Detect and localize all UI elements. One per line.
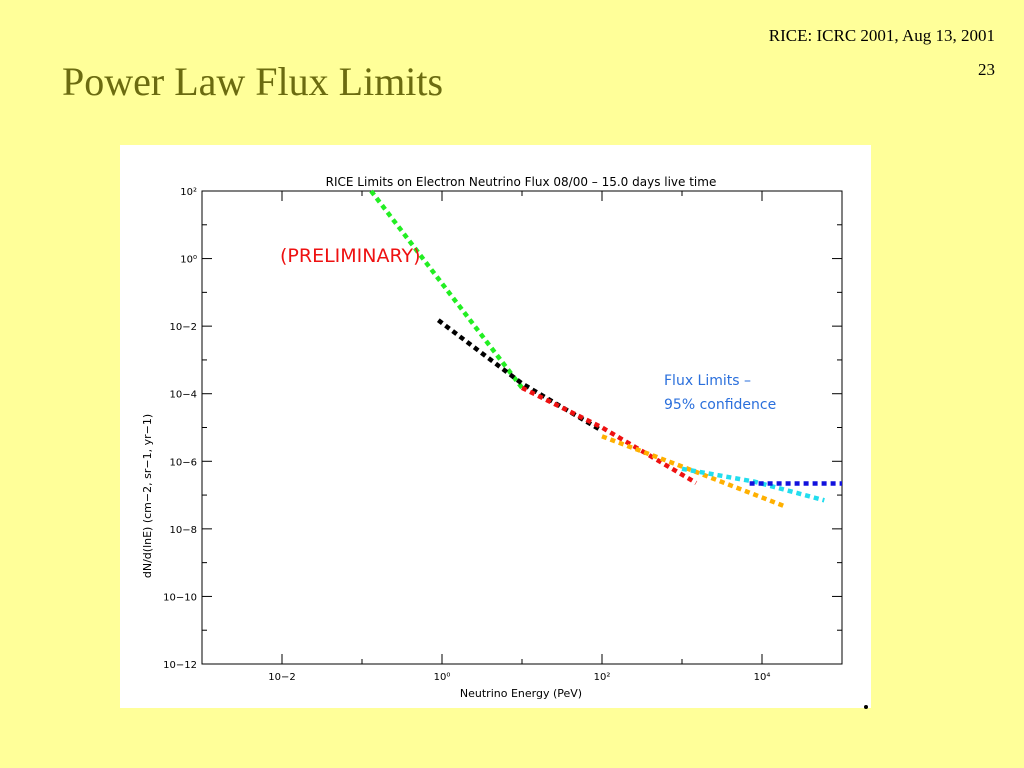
x-axis-label: Neutrino Energy (PeV): [460, 687, 582, 700]
series-layer: [369, 189, 842, 509]
chart-panel: RICE Limits on Electron Neutrino Flux 08…: [120, 145, 871, 708]
y-tick-label: 10−4: [170, 390, 197, 401]
slide-header: RICE: ICRC 2001, Aug 13, 2001: [768, 26, 995, 45]
flux-limit-series-2: [436, 318, 604, 433]
y-tick-label: 10−10: [163, 592, 197, 603]
corner-dot: [864, 705, 868, 709]
y-tick-label: 10−2: [170, 322, 197, 333]
flux-limits-label: Flux Limits –: [664, 373, 751, 389]
confidence-label: 95% confidence: [664, 397, 776, 413]
x-tick-label: 10⁰: [434, 672, 451, 683]
flux-limit-series-4: [601, 434, 787, 509]
x-tick-label: 10−2: [268, 672, 295, 683]
slide-title: Power Law Flux Limits: [62, 59, 444, 104]
flux-limit-series-1: [369, 189, 524, 390]
slide-number: 23: [978, 60, 995, 79]
axis-ticks: 10² 10⁰ 10−2 10−4 10−6 10−8 10−10 10−12 10−2 10⁰ 1…: [163, 187, 843, 683]
flux-limit-series-3: [520, 385, 698, 485]
y-tick-label: 10−12: [163, 660, 197, 671]
y-tick-label: 10−8: [170, 525, 197, 536]
y-axis-label: dN/d(lnE) (cm−2, sr−1, yr−1): [141, 414, 154, 578]
y-tick-label: 10⁰: [180, 255, 197, 266]
x-tick-label: 10²: [594, 672, 611, 683]
y-tick-label: 10−6: [170, 457, 197, 468]
flux-limits-chart: RICE Limits on Electron Neutrino Flux 08…: [141, 175, 843, 700]
preliminary-label: (PRELIMINARY): [280, 245, 420, 267]
x-tick-label: 10⁴: [754, 672, 771, 683]
chart-title: RICE Limits on Electron Neutrino Flux 08…: [326, 175, 717, 189]
y-tick-label: 10²: [180, 187, 197, 198]
